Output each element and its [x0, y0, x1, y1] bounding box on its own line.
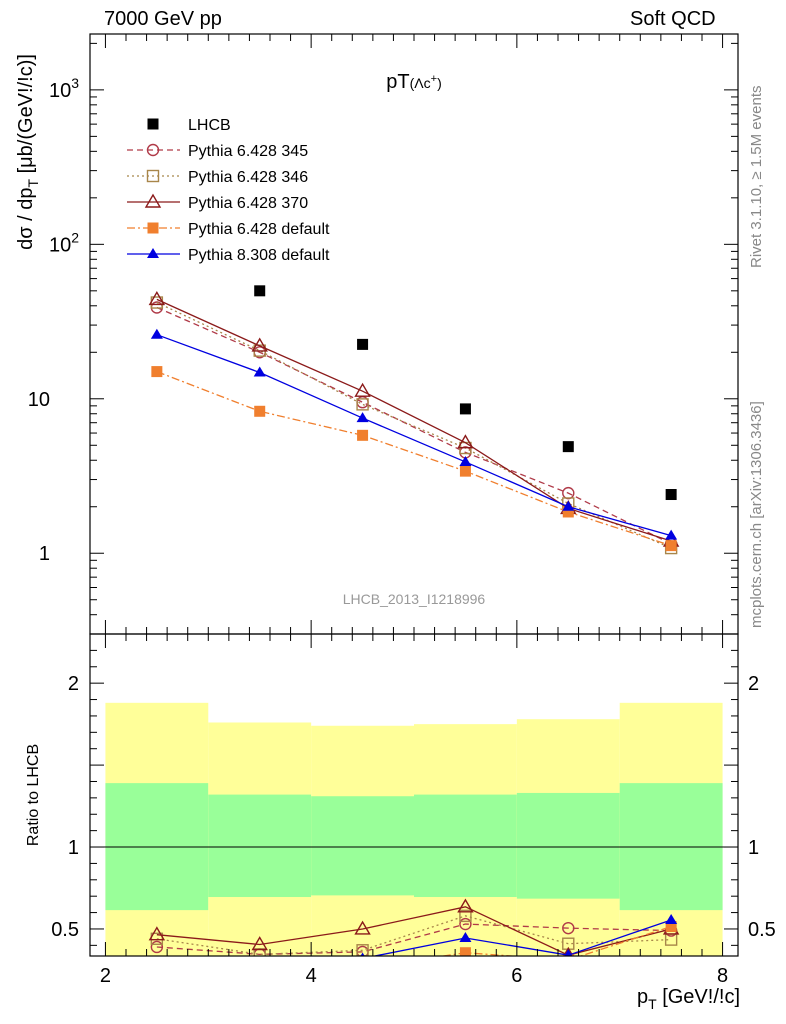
data-point-lhcb	[254, 285, 266, 297]
ratio-y-tick-label-right: 2	[748, 673, 759, 695]
ratio-y-tick-label: 1	[68, 837, 79, 859]
plot-title: pT(Λc+)	[386, 71, 441, 93]
data-point-pythia-8-308-default	[150, 328, 163, 339]
data-point-pythia-6-428-default	[151, 366, 163, 378]
collision-label: 7000 GeV pp	[104, 8, 222, 30]
process-label: Soft QCD	[630, 8, 716, 30]
legend-marker-pythia-8-308-default	[147, 248, 159, 258]
data-point-pythia-6-428-default	[459, 465, 471, 477]
series-line-pythia-8-308-default	[156, 334, 672, 537]
ratio-point-pythia-8-308-default	[151, 964, 163, 974]
ratio-line-pythia-6-428-default	[439, 925, 672, 956]
data-point-pythia-8-308-default	[253, 366, 266, 377]
data-point-lhcb	[357, 338, 369, 350]
inner-uncertainty-band	[311, 796, 414, 896]
ratio-point-pythia-6-428-345	[459, 917, 472, 931]
y-tick-label: 102	[49, 229, 79, 256]
data-point-lhcb	[459, 403, 471, 415]
ratio-point-pythia-8-308-default	[564, 949, 573, 956]
ratio-point-pythia-6-428-346	[459, 909, 472, 923]
x-tick-label: 4	[306, 965, 317, 987]
series-line-pythia-6-428-346	[156, 301, 672, 549]
ratio-point-pythia-6-428-370	[148, 926, 166, 941]
ratio-point-pythia-6-428-370	[251, 936, 268, 951]
ratio-line-pythia-6-428-345	[156, 923, 672, 956]
ratio-point-pythia-6-428-default	[459, 947, 471, 956]
legend-label: Pythia 8.308 default	[188, 247, 330, 264]
y-tick-label: 103	[49, 75, 79, 102]
data-point-pythia-8-308-default	[665, 529, 678, 540]
data-point-pythia-6-428-default	[357, 429, 369, 441]
series-line-pythia-6-428-default	[156, 370, 672, 547]
ratio-y-axis-label: Ratio to LHCB	[25, 744, 42, 846]
data-point-pythia-6-428-default	[254, 405, 266, 417]
ratio-point-pythia-6-428-default	[151, 973, 162, 984]
data-point-pythia-6-428-370	[148, 291, 166, 306]
ratio-point-pythia-6-428-default	[357, 963, 368, 974]
ratio-y-tick-label-right: 1	[748, 837, 759, 859]
inner-uncertainty-band	[414, 794, 517, 898]
series-line-pythia-6-428-345	[156, 306, 672, 545]
data-point-pythia-8-308-default	[459, 455, 472, 466]
legend-marker-lhcb	[147, 118, 159, 130]
x-tick-label: 6	[511, 965, 522, 987]
data-point-pythia-8-308-default	[356, 412, 369, 423]
ratio-line-pythia-8-308-default	[371, 919, 672, 956]
ratio-point-pythia-8-308-default	[360, 952, 365, 956]
ratio-point-pythia-6-428-370	[457, 898, 474, 913]
x-axis-label: pT [GeV!/!c]	[637, 986, 740, 1012]
ratio-point-pythia-6-428-default	[665, 921, 677, 933]
ratio-y-tick-label: 2	[68, 673, 79, 695]
data-point-pythia-6-428-default	[562, 506, 574, 518]
y-tick-label: 1	[39, 543, 50, 565]
legend-label: Pythia 6.428 default	[188, 221, 330, 238]
data-point-pythia-8-308-default	[562, 500, 575, 511]
ratio-series	[148, 898, 680, 989]
inner-uncertainty-band	[208, 794, 312, 898]
legend-marker-pythia-6-428-346	[146, 169, 160, 183]
legend: LHCB Pythia 6.428 345 Pythia 6.428 346 Pyth…	[127, 117, 330, 264]
main-series	[148, 285, 680, 555]
ratio-point-pythia-6-428-345	[150, 940, 164, 954]
legend-marker-pythia-6-428-345	[146, 143, 160, 157]
ratio-point-pythia-6-428-346	[150, 932, 164, 945]
ratio-point-pythia-6-428-370	[354, 920, 371, 935]
legend-marker-pythia-6-428-370	[144, 193, 162, 208]
series-line-pythia-6-428-370	[156, 298, 672, 542]
data-point-lhcb	[562, 441, 574, 453]
x-tick-label: 2	[100, 965, 111, 987]
data-point-pythia-6-428-370	[457, 434, 474, 449]
data-point-pythia-6-428-default	[665, 540, 677, 552]
x-tick-label: 8	[717, 965, 728, 987]
y-axis-label: dσ / dpT [μb/(GeV!/!c)]	[15, 54, 41, 250]
data-point-lhcb	[665, 489, 677, 501]
y-tick-label: 10	[28, 389, 50, 411]
data-point-pythia-6-428-370	[251, 337, 268, 352]
data-point-pythia-6-428-370	[354, 382, 371, 397]
legend-label: LHCB	[188, 117, 231, 134]
legend-label: Pythia 6.428 346	[188, 169, 308, 186]
ratio-point-pythia-8-308-default	[665, 913, 678, 924]
ratio-point-pythia-8-308-default	[459, 931, 472, 942]
legend-label: Pythia 6.428 370	[188, 195, 308, 212]
inner-uncertainty-band	[516, 792, 620, 899]
analysis-watermark: LHCB_2013_I1218996	[343, 591, 486, 607]
legend-marker-pythia-6-428-default	[147, 222, 159, 234]
legend-label: Pythia 6.428 345	[188, 143, 308, 160]
ratio-y-tick-label: 0.5	[51, 919, 79, 941]
ratio-line-pythia-6-428-346	[156, 915, 672, 956]
ratio-point-pythia-6-428-345	[562, 921, 575, 935]
ratio-y-tick-label-right: 0.5	[748, 919, 776, 941]
ratio-point-pythia-6-428-default	[254, 978, 265, 989]
ratio-point-pythia-8-308-default	[259, 955, 260, 956]
data-point-pythia-6-428-346	[356, 398, 369, 411]
ratio-line-pythia-6-428-370	[156, 906, 672, 956]
